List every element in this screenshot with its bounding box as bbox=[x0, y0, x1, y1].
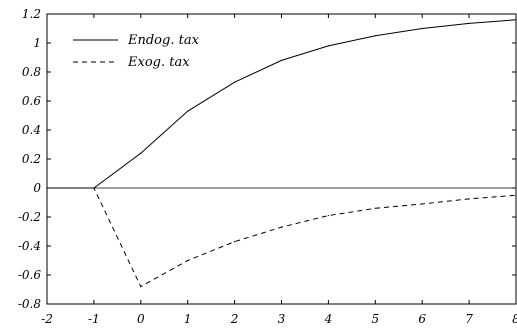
data-point bbox=[421, 27, 423, 30]
y-tick-label: -0.6 bbox=[18, 268, 42, 282]
plot-frame bbox=[46, 13, 517, 305]
y-tick-label: 0 bbox=[33, 181, 41, 195]
legend-label: Exog. tax bbox=[127, 55, 190, 70]
y-tick-label: -0.8 bbox=[18, 297, 42, 311]
x-tick-label: 7 bbox=[465, 312, 473, 326]
y-tick-label: 0.4 bbox=[22, 123, 41, 137]
x-tick-label: 0 bbox=[137, 312, 145, 326]
data-point bbox=[327, 214, 329, 217]
x-tick-label: 4 bbox=[324, 312, 333, 326]
data-point bbox=[280, 59, 283, 62]
y-tick-label: -0.4 bbox=[18, 239, 41, 253]
x-tick-label: -2 bbox=[41, 312, 53, 326]
series-line-exog-tax bbox=[47, 187, 517, 288]
x-tick-label: 6 bbox=[418, 312, 426, 326]
data-point bbox=[234, 81, 236, 83]
series-line-endog-tax bbox=[47, 19, 517, 189]
x-tick-label: 5 bbox=[371, 312, 379, 326]
data-point bbox=[234, 241, 236, 243]
x-tick-label: 1 bbox=[184, 312, 192, 326]
data-point bbox=[515, 194, 517, 196]
y-tick-label: 0.8 bbox=[22, 65, 41, 79]
data-point bbox=[187, 259, 189, 262]
x-tick-label: -1 bbox=[88, 312, 100, 326]
y-tick-label: 0.2 bbox=[22, 152, 41, 166]
y-tick-label: 1 bbox=[33, 36, 41, 50]
data-point bbox=[515, 19, 517, 21]
data-point bbox=[374, 207, 376, 209]
data-point bbox=[327, 45, 329, 47]
data-point bbox=[421, 203, 423, 205]
data-point bbox=[374, 35, 376, 37]
data-point bbox=[468, 22, 470, 25]
data-point bbox=[187, 110, 189, 112]
data-point bbox=[280, 226, 283, 228]
data-point bbox=[140, 152, 142, 154]
x-tick-label: 8 bbox=[512, 312, 517, 326]
legend-label: Endog. tax bbox=[127, 33, 200, 48]
y-tick-label: 0.6 bbox=[22, 94, 41, 108]
y-tick-label: -0.2 bbox=[18, 210, 41, 224]
data-point bbox=[93, 187, 95, 189]
data-point bbox=[46, 187, 48, 189]
x-tick-label: 2 bbox=[230, 312, 239, 326]
data-point bbox=[468, 198, 470, 200]
x-tick-label: 3 bbox=[278, 312, 286, 326]
y-tick-label: 1.2 bbox=[22, 7, 41, 21]
data-point bbox=[140, 286, 142, 288]
